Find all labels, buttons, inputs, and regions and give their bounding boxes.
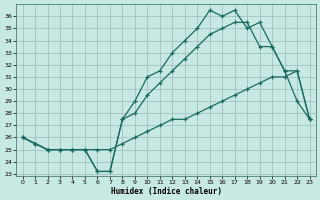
X-axis label: Humidex (Indice chaleur): Humidex (Indice chaleur) [111,187,221,196]
